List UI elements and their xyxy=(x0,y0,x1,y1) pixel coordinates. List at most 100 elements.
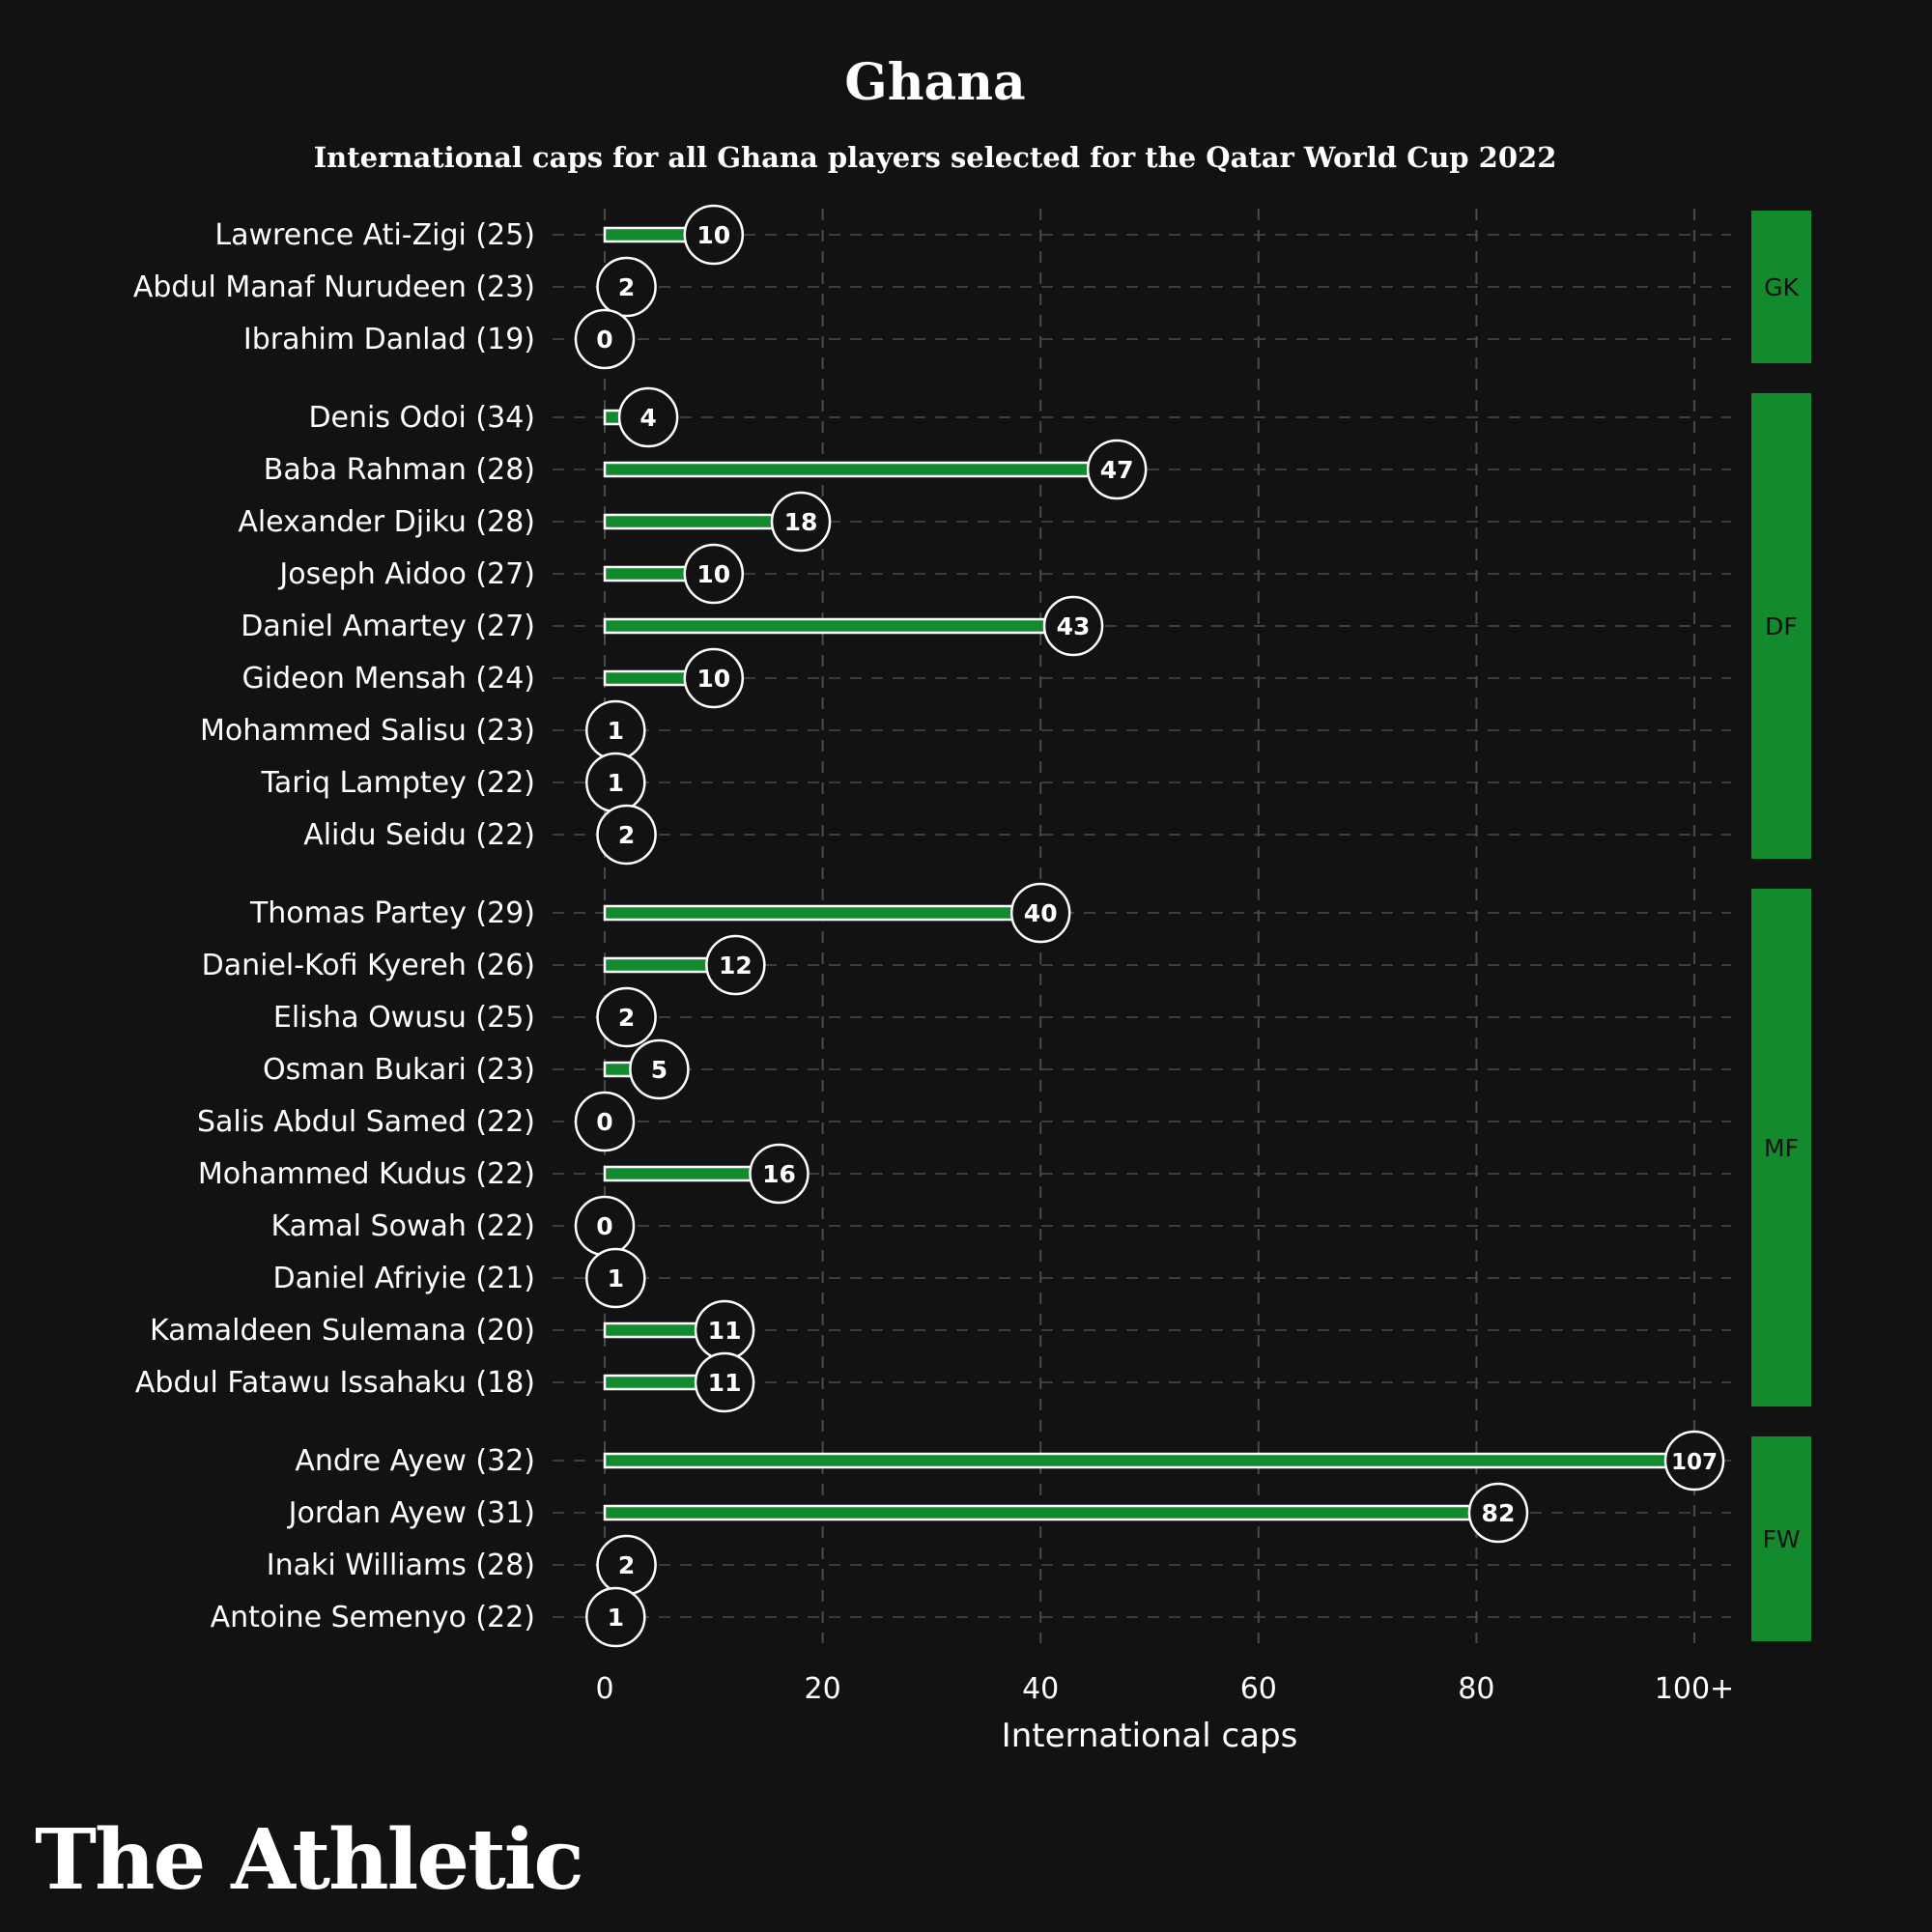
player-label: Gideon Mensah (24) xyxy=(242,662,536,696)
chart-subtitle: International caps for all Ghana players… xyxy=(314,141,1557,174)
caps-value-label: 2 xyxy=(618,821,635,849)
caps-marker xyxy=(705,934,766,996)
player-label: Lawrence Ati-Zigi (25) xyxy=(214,218,535,252)
caps-marker xyxy=(1009,882,1071,944)
player-label: Mohammed Salisu (23) xyxy=(200,714,535,748)
x-tick-label: 80 xyxy=(1458,1672,1494,1706)
player-label: Denis Odoi (34) xyxy=(308,401,535,435)
player-label: Antoine Semenyo (22) xyxy=(211,1601,535,1634)
player-label: Daniel Afriyie (21) xyxy=(272,1262,535,1295)
player-label: Abdul Fatawu Issahaku (18) xyxy=(135,1366,535,1400)
player-label: Osman Bukari (23) xyxy=(263,1053,535,1087)
player-label: Elisha Owusu (25) xyxy=(273,1001,535,1035)
caps-marker xyxy=(596,986,657,1048)
caps-value-label: 0 xyxy=(596,1108,612,1136)
x-tick-label: 40 xyxy=(1022,1672,1059,1706)
caps-value-label: 0 xyxy=(596,1212,612,1240)
player-label: Salis Abdul Samed (22) xyxy=(197,1105,535,1139)
caps-value-label: 1 xyxy=(608,717,624,745)
x-tick-label: 60 xyxy=(1240,1672,1277,1706)
caps-value-label: 18 xyxy=(784,508,818,536)
caps-value-label: 11 xyxy=(708,1369,742,1397)
brand-logo: The Athletic xyxy=(35,1811,582,1909)
caps-value-label: 1 xyxy=(608,1604,624,1632)
player-label: Andre Ayew (32) xyxy=(295,1444,535,1478)
caps-value-label: 10 xyxy=(696,560,730,588)
player-label: Jordan Ayew (31) xyxy=(287,1496,535,1530)
caps-value-label: 2 xyxy=(618,273,635,301)
player-label: Ibrahim Danlad (19) xyxy=(243,323,535,356)
player-label: Inaki Williams (28) xyxy=(267,1548,535,1582)
caps-value-label: 4 xyxy=(639,404,656,432)
player-label: Thomas Partey (29) xyxy=(249,896,535,930)
chart-title: Ghana xyxy=(844,53,1025,112)
x-tick-label: 20 xyxy=(805,1672,841,1706)
position-band-label: MF xyxy=(1764,1134,1799,1162)
caps-marker xyxy=(617,386,679,448)
position-band-label: DF xyxy=(1765,612,1798,640)
player-label: Alidu Seidu (22) xyxy=(303,818,535,852)
position-band-label: FW xyxy=(1762,1525,1800,1553)
caps-marker xyxy=(629,1038,690,1100)
x-tick-label: 100+ xyxy=(1655,1672,1734,1706)
caps-value-label: 107 xyxy=(1671,1450,1718,1475)
caps-value-label: 12 xyxy=(719,952,753,980)
caps-value-label: 43 xyxy=(1057,612,1091,640)
player-label: Tariq Lamptey (22) xyxy=(261,766,535,800)
caps-value-label: 11 xyxy=(708,1317,742,1345)
caps-value-label: 10 xyxy=(696,221,730,249)
grid-lines xyxy=(553,209,1731,1643)
caps-value-label: 82 xyxy=(1482,1499,1516,1527)
player-label: Kamal Sowah (22) xyxy=(271,1209,535,1243)
caps-value-label: 5 xyxy=(651,1056,668,1084)
caps-value-label: 16 xyxy=(762,1160,796,1188)
position-band-label: GK xyxy=(1764,273,1799,301)
caps-marker xyxy=(574,308,636,370)
caps-marker xyxy=(749,1143,810,1205)
position-band xyxy=(1751,1436,1811,1641)
player-label: Mohammed Kudus (22) xyxy=(198,1157,535,1191)
caps-marker xyxy=(683,204,745,266)
player-label: Daniel-Kofi Kyereh (26) xyxy=(202,949,535,982)
caps-value-label: 1 xyxy=(608,769,624,797)
caps-marker xyxy=(1042,595,1104,657)
caps-marker xyxy=(694,1351,755,1413)
position-band xyxy=(1751,211,1811,363)
player-label: Abdul Manaf Nurudeen (23) xyxy=(133,270,535,304)
x-tick-label: 0 xyxy=(595,1672,613,1706)
caps-marker xyxy=(596,804,657,866)
caps-marker xyxy=(574,1091,636,1152)
x-axis: 0 20 40 60 80 100+ xyxy=(595,1672,1734,1706)
x-axis-label: International caps xyxy=(1002,1717,1298,1755)
caps-marker xyxy=(770,491,832,553)
position-band xyxy=(1751,393,1811,859)
player-label: Joseph Aidoo (27) xyxy=(277,557,535,591)
caps-marker xyxy=(585,1247,646,1309)
caps-bar xyxy=(603,904,1042,922)
caps-marker xyxy=(1663,1430,1725,1492)
caps-value-label: 10 xyxy=(696,665,730,693)
caps-value-label: 0 xyxy=(596,326,612,354)
caps-marker xyxy=(683,647,745,709)
caps-marker xyxy=(585,1586,646,1648)
caps-marker xyxy=(596,256,657,318)
caps-value-label: 2 xyxy=(618,1551,635,1579)
player-label: Kamaldeen Sulemana (20) xyxy=(150,1314,535,1348)
caps-bar xyxy=(603,461,1119,478)
caps-marker xyxy=(1086,439,1148,500)
caps-value-label: 47 xyxy=(1100,456,1134,484)
position-bands: GK DF MF FW xyxy=(1751,211,1811,1641)
caps-bar xyxy=(603,1452,1696,1469)
player-label: Baba Rahman (28) xyxy=(264,453,535,487)
player-label: Alexander Djiku (28) xyxy=(238,505,535,539)
caps-bar xyxy=(603,617,1075,635)
caps-value-label: 40 xyxy=(1024,899,1058,927)
caps-value-label: 1 xyxy=(608,1264,624,1293)
position-band xyxy=(1751,889,1811,1406)
caps-value-label: 2 xyxy=(618,1004,635,1032)
player-label: Daniel Amartey (27) xyxy=(241,610,535,643)
caps-marker xyxy=(1467,1482,1529,1544)
caps-bar xyxy=(603,1504,1500,1521)
